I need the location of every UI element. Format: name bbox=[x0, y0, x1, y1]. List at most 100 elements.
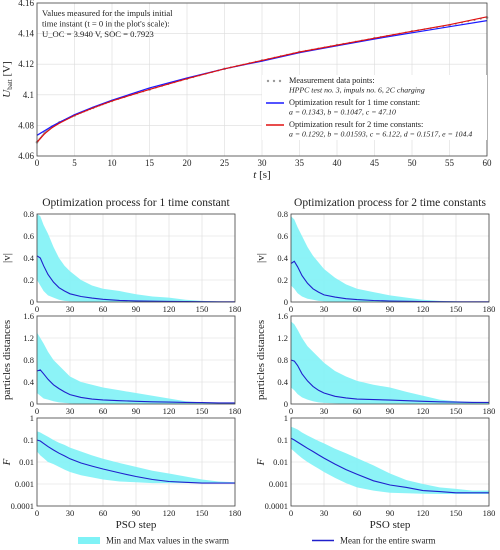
y-tick-label: 1.6 bbox=[277, 311, 288, 321]
x-tick-label: 0 bbox=[35, 158, 40, 168]
y-tick-label: 0.4 bbox=[277, 377, 288, 387]
x-tick-label: 150 bbox=[196, 508, 209, 518]
band-swatch bbox=[78, 537, 100, 544]
x-tick-label: 30 bbox=[320, 406, 329, 416]
x-tick-label: 180 bbox=[229, 508, 242, 518]
panel-r3: 0 30 60 90 120 150 180 0.0001 0.001 0.01 0.1 1 F PSO … bbox=[255, 413, 495, 531]
band-label: Min and Max values in the swarm bbox=[106, 536, 229, 546]
x-axis-label: PSO step bbox=[370, 519, 411, 531]
y-tick-label: 0.8 bbox=[23, 355, 34, 365]
x-tick-label: 30 bbox=[258, 158, 268, 168]
x-tick-label: 15 bbox=[145, 158, 155, 168]
annotation-line: U_OC = 3.940 V, SOC = 0.7923 bbox=[42, 29, 154, 39]
x-tick-label: 180 bbox=[229, 406, 242, 416]
y-tick-label: 1 bbox=[284, 413, 288, 423]
y-tick-label: 0.8 bbox=[277, 209, 288, 219]
legend-sublabel: a = 0.1343, b = 0.1047, c = 47.10 bbox=[289, 108, 396, 117]
x-tick-label: 30 bbox=[320, 304, 329, 314]
mean-line bbox=[290, 437, 489, 494]
y-tick-label: 0.4 bbox=[23, 253, 34, 263]
x-tick-label: 150 bbox=[196, 406, 209, 416]
legend-label: Optimization result for 2 time constants… bbox=[289, 120, 423, 129]
panel-l2: 0 30 60 90 120 150 180 0 0.4 0.8 1.2 1.6 particles d… bbox=[1, 311, 241, 416]
y-tick-label: 0 bbox=[284, 399, 288, 409]
x-tick-label: 90 bbox=[386, 304, 395, 314]
legend-sublabel: HPPC test no. 3, impuls no. 6, 2C chargi… bbox=[288, 86, 425, 95]
y-tick-label: 0.4 bbox=[23, 377, 34, 387]
bottom-legend: Min and Max values in the swarm Mean for … bbox=[78, 536, 435, 546]
x-tick-label: 60 bbox=[99, 304, 108, 314]
y-tick-label: 4.12 bbox=[18, 59, 34, 69]
x-tick-label: 90 bbox=[132, 304, 141, 314]
y-tick-label: 1.2 bbox=[277, 333, 288, 343]
mean-line bbox=[36, 439, 235, 484]
x-tick-label: 45 bbox=[370, 158, 380, 168]
y-tick-label: 4.06 bbox=[18, 151, 34, 161]
mean-label: Mean for the entire swarm bbox=[340, 536, 435, 546]
x-tick-label: 180 bbox=[483, 304, 496, 314]
legend-box bbox=[262, 75, 487, 140]
minmax-band bbox=[291, 216, 489, 302]
y-tick-label: 4.1 bbox=[23, 90, 34, 100]
plot-frame bbox=[290, 213, 490, 303]
series-line bbox=[36, 20, 488, 136]
minmax-band bbox=[291, 321, 489, 404]
mean-line bbox=[290, 359, 489, 403]
x-tick-label: 60 bbox=[99, 406, 108, 416]
y-tick-label: 1 bbox=[30, 413, 34, 423]
mean-line bbox=[36, 369, 235, 404]
y-tick-label: 4.14 bbox=[18, 29, 34, 39]
legend-dot bbox=[266, 79, 270, 83]
x-tick-label: 30 bbox=[320, 508, 329, 518]
x-tick-label: 90 bbox=[386, 406, 395, 416]
y-tick-label: 0.2 bbox=[277, 275, 288, 285]
panel-r1: 0 30 60 90 120 150 180 0 0.2 0.4 0.6 0.8 |v| Optimiza… bbox=[255, 197, 495, 314]
minmax-band bbox=[291, 426, 489, 494]
x-tick-label: 35 bbox=[295, 158, 305, 168]
y-tick-label: 1.6 bbox=[23, 311, 34, 321]
x-tick-label: 20 bbox=[183, 158, 193, 168]
y-tick-label: 0.6 bbox=[277, 231, 288, 241]
y-tick-label: 0.0001 bbox=[11, 501, 34, 511]
x-tick-label: 30 bbox=[66, 304, 75, 314]
x-tick-label: 0 bbox=[289, 508, 293, 518]
panel-l1: 0 30 60 90 120 150 180 0 0.2 0.4 0.6 0.8 |v| Optimiza… bbox=[1, 197, 241, 314]
y-axis-label: |v| bbox=[255, 253, 267, 263]
x-tick-label: 120 bbox=[163, 304, 176, 314]
y-axis-label: particles distances bbox=[1, 320, 13, 400]
y-axis-label: particles distances bbox=[255, 320, 267, 400]
minmax-band bbox=[37, 332, 235, 404]
x-tick-label: 0 bbox=[289, 406, 293, 416]
plot-frame bbox=[290, 417, 490, 507]
x-tick-label: 55 bbox=[445, 158, 455, 168]
y-tick-label: 0.2 bbox=[23, 275, 34, 285]
legend-label: Optimization result for 1 time constant: bbox=[289, 98, 420, 107]
x-tick-label: 120 bbox=[417, 406, 430, 416]
x-tick-label: 30 bbox=[66, 406, 75, 416]
series-line bbox=[36, 16, 488, 143]
panel-r2: 0 30 60 90 120 150 180 0 0.4 0.8 1.2 1.6 particles d… bbox=[255, 311, 495, 416]
x-tick-label: 150 bbox=[450, 304, 463, 314]
x-tick-label: 120 bbox=[417, 304, 430, 314]
legend-label: Measurement data points: bbox=[289, 76, 375, 85]
x-tick-label: 90 bbox=[132, 406, 141, 416]
y-tick-label: 4.08 bbox=[18, 120, 34, 130]
x-tick-label: 60 bbox=[483, 158, 493, 168]
x-axis-label: t [s] bbox=[253, 169, 270, 181]
x-tick-label: 120 bbox=[163, 406, 176, 416]
plot-frame bbox=[36, 213, 236, 303]
annotation-line: time instant (t = 0 in the plot's scale)… bbox=[42, 19, 170, 29]
x-tick-label: 0 bbox=[289, 304, 293, 314]
plot-frame bbox=[36, 417, 236, 507]
x-tick-label: 90 bbox=[386, 508, 395, 518]
y-axis-label: |v| bbox=[1, 253, 13, 263]
x-tick-label: 150 bbox=[196, 304, 209, 314]
y-tick-label: 0.1 bbox=[23, 435, 34, 445]
x-tick-label: 0 bbox=[35, 304, 39, 314]
y-tick-label: 0.8 bbox=[23, 209, 34, 219]
y-tick-label: 0.01 bbox=[273, 457, 288, 467]
x-tick-label: 180 bbox=[483, 406, 496, 416]
x-tick-label: 60 bbox=[99, 508, 108, 518]
y-tick-label: 0 bbox=[30, 399, 34, 409]
